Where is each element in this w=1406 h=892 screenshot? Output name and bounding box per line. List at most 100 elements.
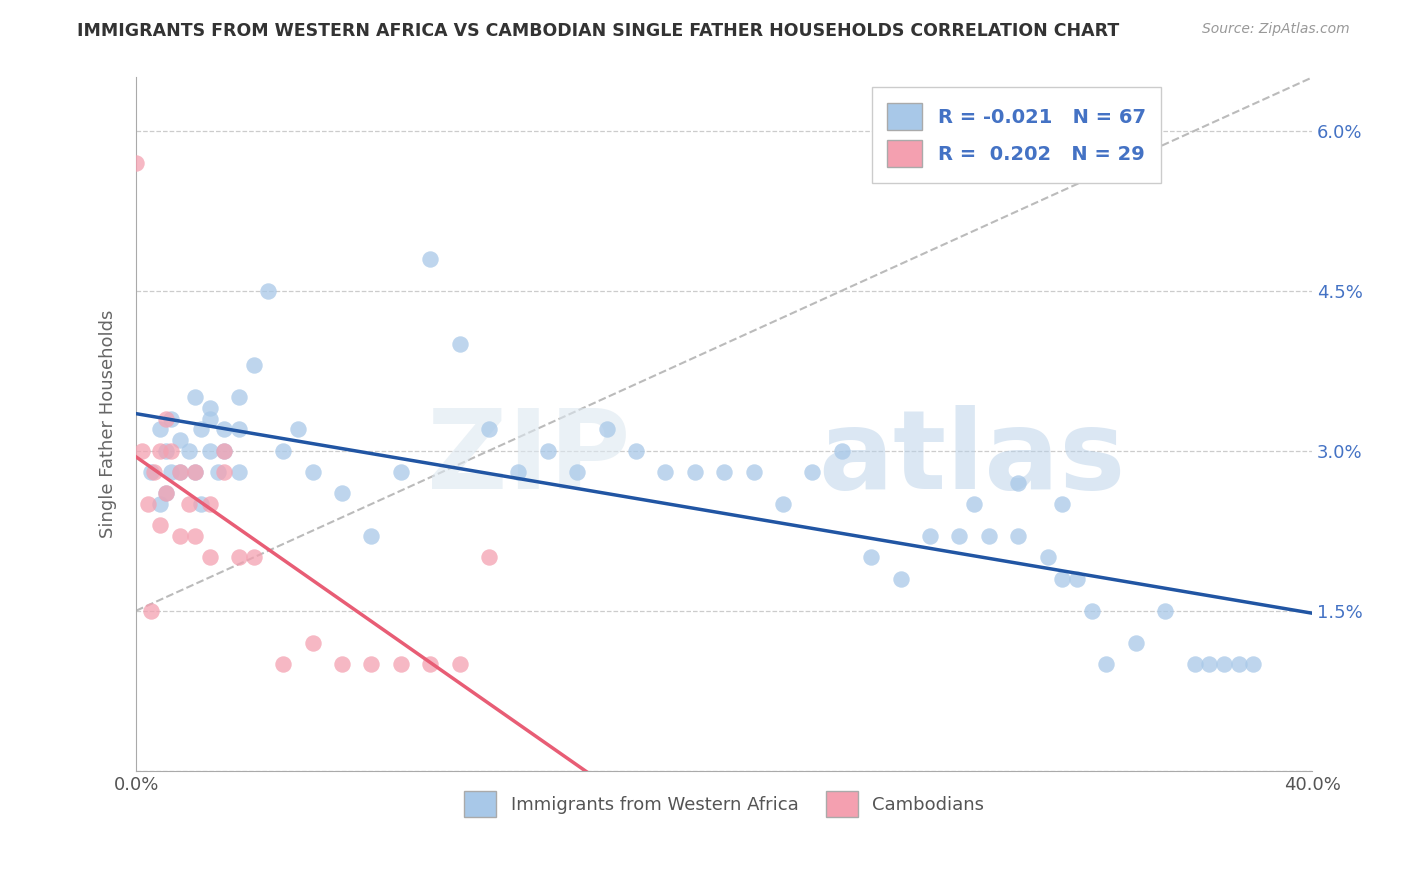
Point xyxy=(169,465,191,479)
Point xyxy=(1007,529,1029,543)
Point xyxy=(155,443,177,458)
Point xyxy=(963,497,986,511)
Point xyxy=(190,422,212,436)
Point xyxy=(742,465,765,479)
Point xyxy=(654,465,676,479)
Point xyxy=(478,550,501,565)
Point xyxy=(1198,657,1220,671)
Legend: Immigrants from Western Africa, Cambodians: Immigrants from Western Africa, Cambodia… xyxy=(457,784,991,824)
Point xyxy=(131,443,153,458)
Point xyxy=(177,497,200,511)
Point xyxy=(149,497,172,511)
Point xyxy=(198,443,221,458)
Point xyxy=(257,284,280,298)
Point xyxy=(169,433,191,447)
Point xyxy=(1036,550,1059,565)
Point xyxy=(1213,657,1236,671)
Point xyxy=(207,465,229,479)
Point xyxy=(683,465,706,479)
Point xyxy=(160,443,183,458)
Point xyxy=(287,422,309,436)
Point xyxy=(948,529,970,543)
Point xyxy=(198,550,221,565)
Point xyxy=(228,391,250,405)
Text: atlas: atlas xyxy=(818,405,1126,512)
Point xyxy=(1052,497,1074,511)
Point xyxy=(389,465,412,479)
Point xyxy=(478,422,501,436)
Point xyxy=(713,465,735,479)
Point xyxy=(1184,657,1206,671)
Point xyxy=(1154,604,1177,618)
Point xyxy=(301,636,323,650)
Point xyxy=(860,550,883,565)
Point xyxy=(139,604,162,618)
Point xyxy=(537,443,560,458)
Point xyxy=(1066,572,1088,586)
Point xyxy=(190,497,212,511)
Text: ZIP: ZIP xyxy=(426,405,630,512)
Point xyxy=(184,465,207,479)
Point xyxy=(198,497,221,511)
Point xyxy=(149,422,172,436)
Point xyxy=(214,443,236,458)
Point xyxy=(449,337,471,351)
Point xyxy=(198,411,221,425)
Point xyxy=(1095,657,1118,671)
Point xyxy=(360,529,382,543)
Point xyxy=(160,465,183,479)
Point xyxy=(242,359,264,373)
Point xyxy=(125,155,148,169)
Point xyxy=(301,465,323,479)
Point xyxy=(1125,636,1147,650)
Point xyxy=(155,486,177,500)
Point xyxy=(136,497,159,511)
Point xyxy=(508,465,530,479)
Point xyxy=(198,401,221,415)
Point xyxy=(242,550,264,565)
Point xyxy=(149,518,172,533)
Point xyxy=(155,411,177,425)
Point xyxy=(1007,475,1029,490)
Point xyxy=(360,657,382,671)
Point xyxy=(160,411,183,425)
Point xyxy=(419,657,441,671)
Point xyxy=(142,465,165,479)
Point xyxy=(1241,657,1264,671)
Point xyxy=(228,550,250,565)
Point xyxy=(228,465,250,479)
Point xyxy=(184,465,207,479)
Point xyxy=(149,443,172,458)
Point xyxy=(214,422,236,436)
Point xyxy=(1052,572,1074,586)
Text: Source: ZipAtlas.com: Source: ZipAtlas.com xyxy=(1202,22,1350,37)
Point xyxy=(169,465,191,479)
Point xyxy=(1080,604,1102,618)
Point xyxy=(214,443,236,458)
Point xyxy=(419,252,441,266)
Point xyxy=(977,529,1000,543)
Point xyxy=(184,529,207,543)
Point xyxy=(271,443,294,458)
Point xyxy=(918,529,941,543)
Point xyxy=(1227,657,1250,671)
Point xyxy=(184,391,207,405)
Point xyxy=(330,657,353,671)
Point xyxy=(271,657,294,671)
Point xyxy=(772,497,794,511)
Point xyxy=(139,465,162,479)
Y-axis label: Single Father Households: Single Father Households xyxy=(100,310,117,538)
Point xyxy=(155,486,177,500)
Point xyxy=(831,443,853,458)
Point xyxy=(177,443,200,458)
Point xyxy=(389,657,412,671)
Point xyxy=(624,443,647,458)
Point xyxy=(169,529,191,543)
Text: IMMIGRANTS FROM WESTERN AFRICA VS CAMBODIAN SINGLE FATHER HOUSEHOLDS CORRELATION: IMMIGRANTS FROM WESTERN AFRICA VS CAMBOD… xyxy=(77,22,1119,40)
Point xyxy=(330,486,353,500)
Point xyxy=(228,422,250,436)
Point xyxy=(889,572,911,586)
Point xyxy=(565,465,588,479)
Point xyxy=(595,422,617,436)
Point xyxy=(801,465,824,479)
